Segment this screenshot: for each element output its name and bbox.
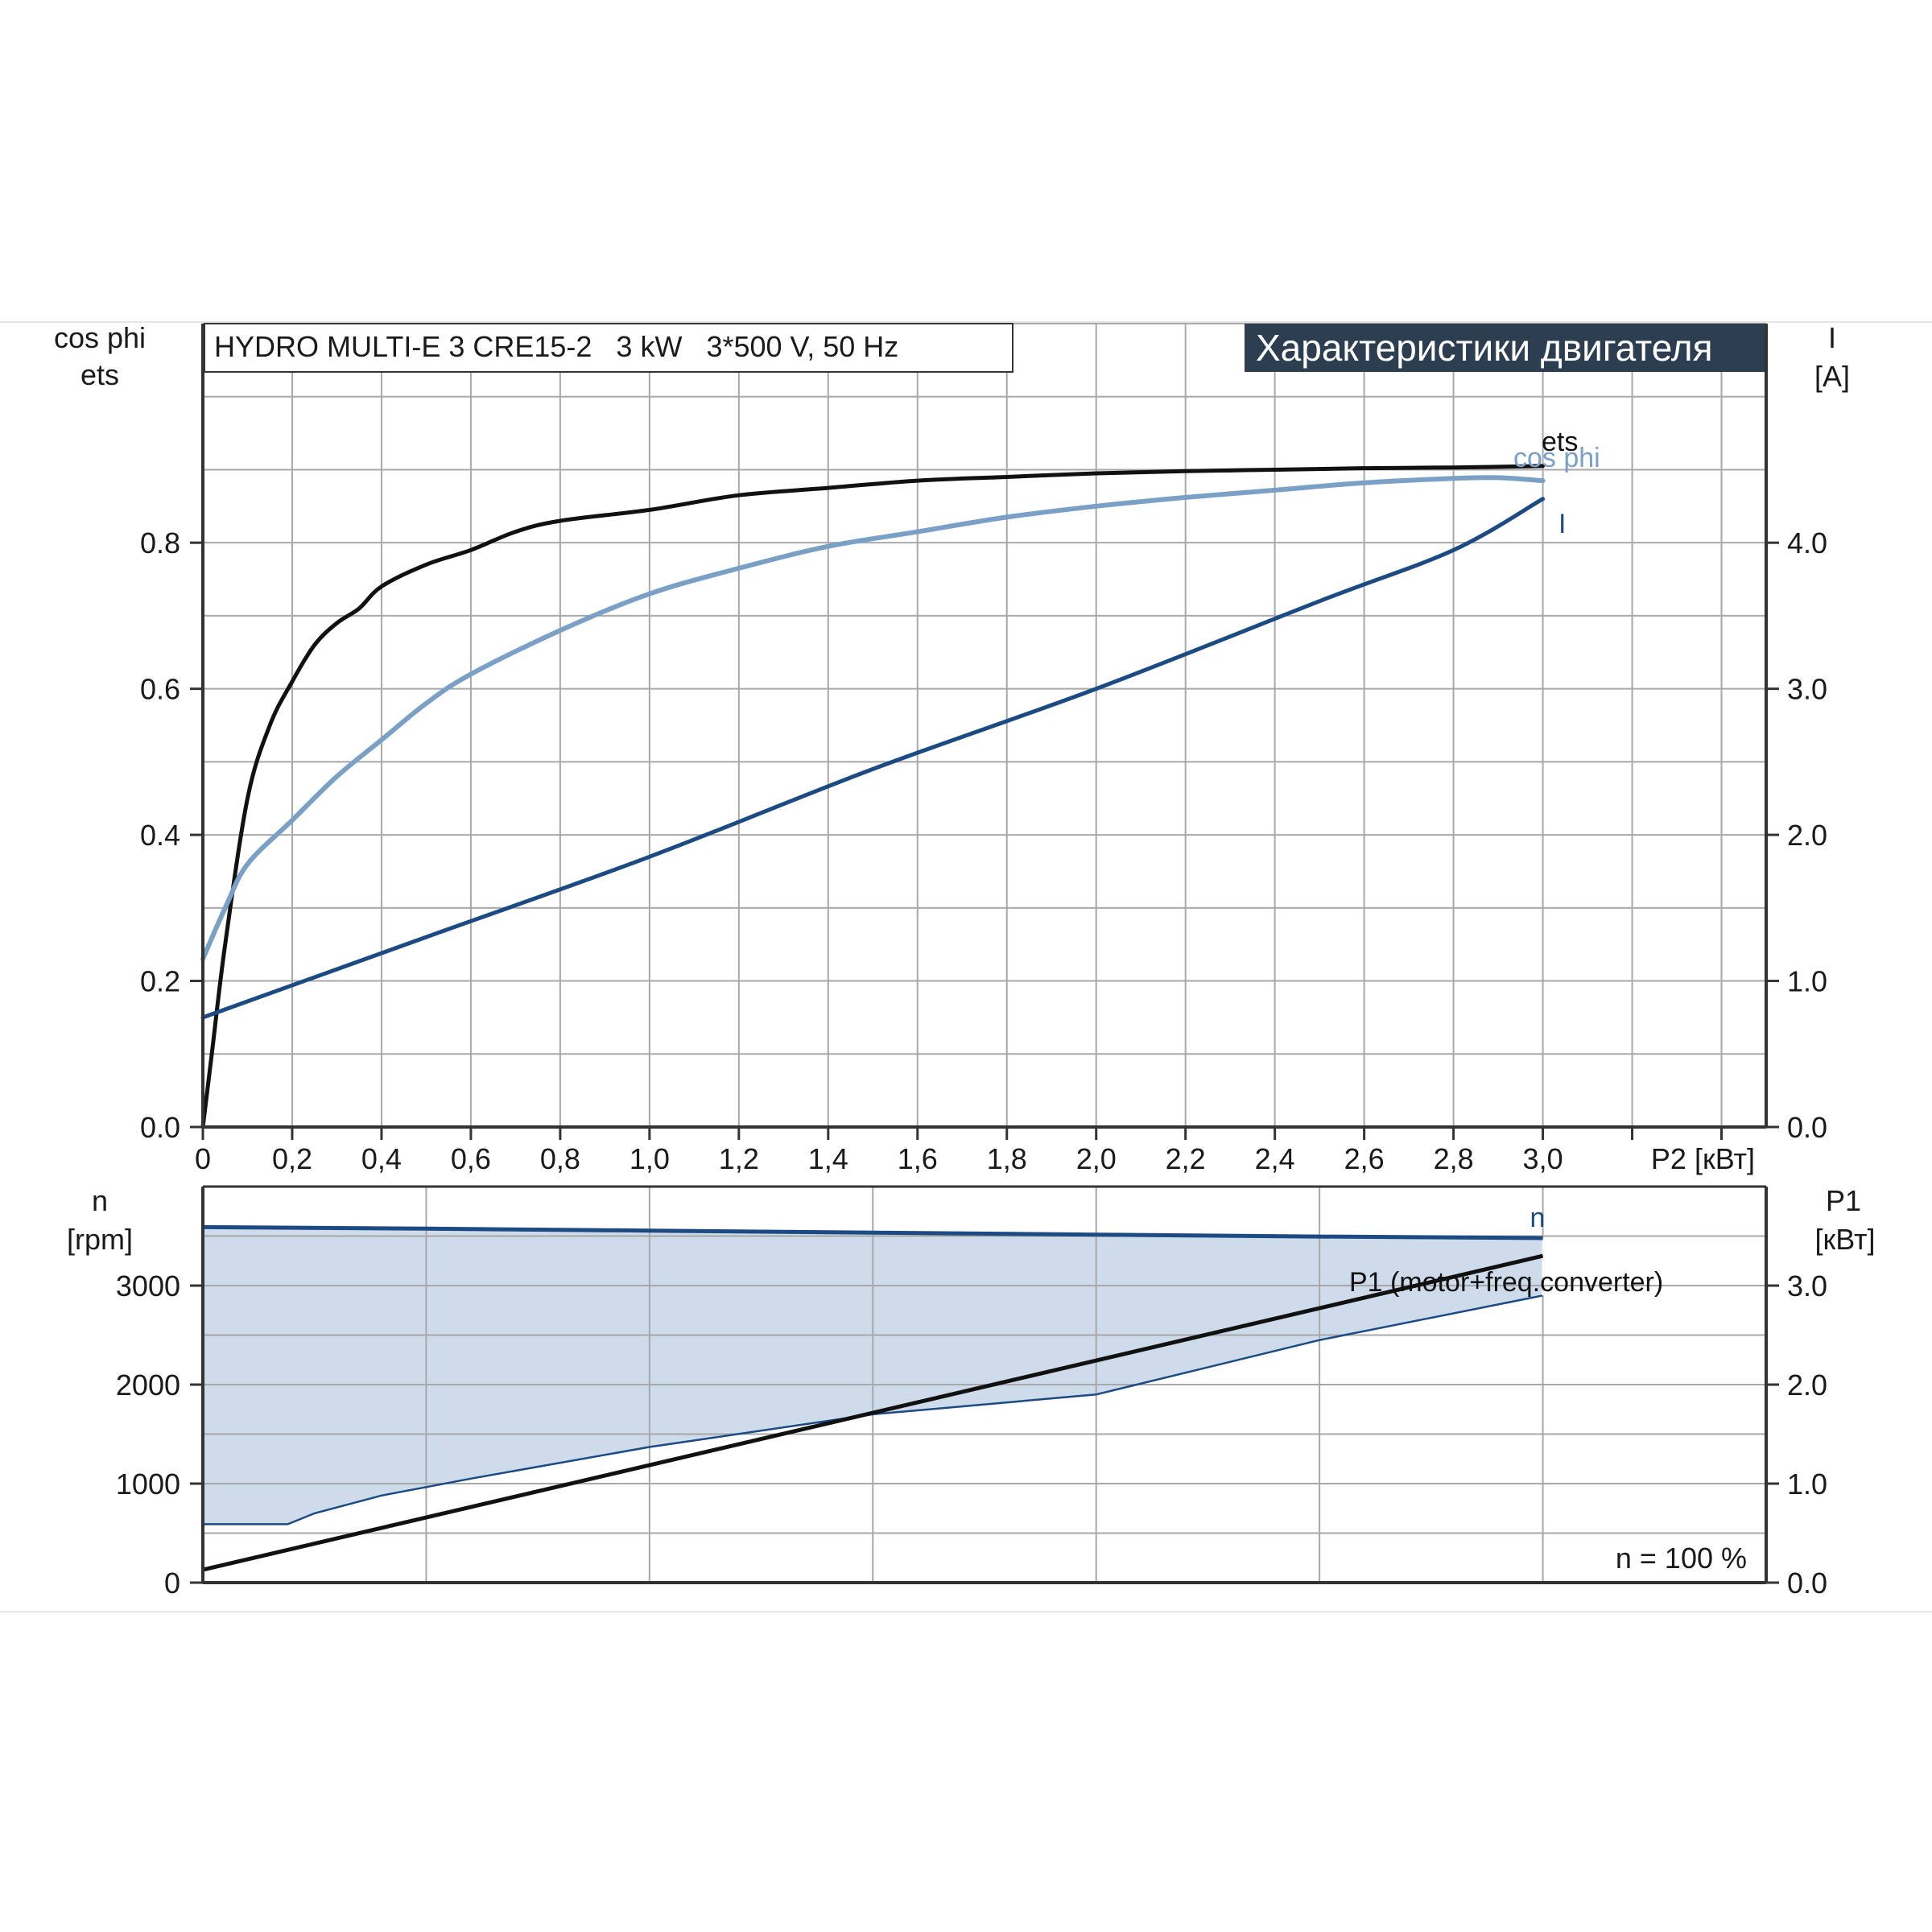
left-axis-label-n: n — [92, 1184, 108, 1217]
lower-speed-power-chart: 0 1000 2000 3000 0.0 1.0 2.0 3.0 n [rpm] P1 [кВ… — [67, 1184, 1876, 1600]
series-line-ets — [200, 464, 1546, 1129]
lower-left-tick-label: 0 — [164, 1567, 180, 1600]
x-tick-label: 2,6 — [1344, 1142, 1385, 1175]
operating-range-lower-boundary — [203, 1294, 1543, 1525]
series-line-n — [202, 1224, 1543, 1241]
right-tick-label: 0.0 — [1787, 1111, 1827, 1144]
x-tick-label: 1,2 — [719, 1142, 759, 1175]
chart-header-box: HYDRO MULTI-E 3 CRE15-2 3 kW 3*500 V, 50… — [204, 323, 1013, 373]
left-tick-label: 0.2 — [140, 965, 180, 998]
upper-series — [200, 464, 1546, 1129]
banner-title: Характеристики двигателя — [1256, 327, 1713, 369]
lower-right-tick-label: 0.0 — [1787, 1567, 1827, 1600]
series-label-i: I — [1558, 509, 1566, 539]
chart-header-box-frame — [204, 323, 1013, 373]
x-tick-label: 1,6 — [898, 1142, 938, 1175]
left-tick-label: 0.8 — [140, 526, 180, 559]
x-tick-label: 0,2 — [272, 1142, 312, 1175]
upper-axes: 0 0,2 0,4 0,6 0,8 1,0 1,2 1,4 1,6 1,8 2,0 2,2 2,4 2,6… — [140, 324, 1827, 1175]
series-label-cosphi: cos phi — [1513, 443, 1600, 473]
x-tick-label: 0,6 — [451, 1142, 491, 1175]
x-tick-label: 2,8 — [1434, 1142, 1474, 1175]
series-label-p1: P1 (motor+freq.converter) — [1349, 1267, 1663, 1298]
series-label-ets: ets — [1542, 427, 1578, 457]
lower-right-tick-label: 1.0 — [1787, 1468, 1827, 1501]
left-tick-label: 0.4 — [140, 819, 180, 852]
right-tick-label: 3.0 — [1787, 673, 1827, 706]
x-tick-label: 2,0 — [1076, 1142, 1117, 1175]
x-tick-label: 3,0 — [1523, 1142, 1563, 1175]
lower-axes: 0 1000 2000 3000 0.0 1.0 2.0 3.0 — [116, 1185, 1827, 1600]
upper-plot-area — [203, 324, 1766, 1127]
x-tick-label: 2,2 — [1166, 1142, 1206, 1175]
lower-left-tick-label: 1000 — [116, 1468, 180, 1501]
left-tick-label: 0.6 — [140, 673, 180, 706]
series-label-n: n — [1530, 1203, 1546, 1233]
right-axis-label-p1: P1 — [1826, 1184, 1861, 1217]
right-axis-label-kw: [кВт] — [1814, 1223, 1875, 1256]
upper-motor-curves-chart: 0 0,2 0,4 0,6 0,8 1,0 1,2 1,4 1,6 1,8 2,0 2,2 2,4 2,6… — [54, 321, 1850, 1175]
series-line-cos-phi — [200, 475, 1546, 962]
lower-left-tick-label: 2000 — [116, 1368, 180, 1402]
chart-header-text: HYDRO MULTI-E 3 CRE15-2 3 kW 3*500 V, 50… — [214, 330, 898, 363]
x-tick-label: 0,4 — [361, 1142, 402, 1175]
left-axis-label-ets: ets — [80, 358, 119, 391]
right-axis-label-a: [A] — [1814, 360, 1850, 393]
x-tick-label: 0 — [195, 1142, 211, 1175]
lower-right-tick-label: 3.0 — [1787, 1269, 1827, 1302]
x-tick-label: 1,0 — [630, 1142, 670, 1175]
series-line-i — [200, 497, 1546, 1020]
lower-right-tick-label: 2.0 — [1787, 1368, 1827, 1402]
series-line-p1 — [202, 1253, 1544, 1572]
left-tick-label: 0.0 — [140, 1111, 180, 1144]
left-axis-label-rpm: [rpm] — [67, 1223, 133, 1256]
speed-note: n = 100 % — [1616, 1542, 1747, 1575]
upper-grid — [203, 323, 1766, 1127]
right-tick-label: 4.0 — [1787, 526, 1827, 559]
x-axis-label: P2 [кВт] — [1651, 1142, 1755, 1175]
left-axis-label-cosphi: cos phi — [54, 321, 146, 354]
x-tick-label: 1,4 — [808, 1142, 848, 1175]
x-tick-label: 2,4 — [1255, 1142, 1295, 1175]
banner: Характеристики двигателя — [1245, 324, 1765, 372]
right-tick-label: 1.0 — [1787, 965, 1827, 998]
lower-left-tick-label: 3000 — [116, 1269, 180, 1302]
x-tick-label: 1,8 — [987, 1142, 1027, 1175]
right-tick-label: 2.0 — [1787, 819, 1827, 852]
right-axis-label-i: I — [1828, 321, 1836, 354]
x-tick-label: 0,8 — [540, 1142, 580, 1175]
banner-background — [1245, 324, 1765, 372]
lower-series — [202, 1224, 1544, 1572]
lower-grid — [203, 1187, 1766, 1583]
